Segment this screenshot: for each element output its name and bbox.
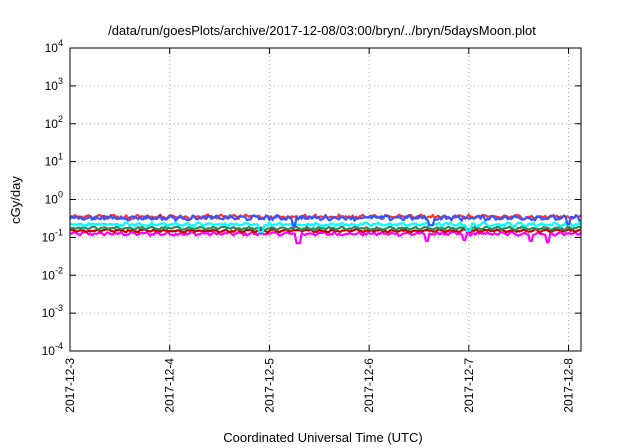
series-group [69, 213, 582, 245]
x-tick-label: 2017-12-5 [262, 358, 276, 413]
x-tick-label: 2017-12-6 [362, 358, 376, 413]
y-tick-label: 103 [45, 76, 63, 93]
y-tick-label: 10-2 [42, 265, 63, 282]
y-tick-label: 104 [45, 38, 63, 55]
x-tick-label: 2017-12-3 [63, 358, 77, 413]
series-line [69, 230, 582, 245]
y-tick-label: 10-1 [42, 227, 63, 244]
y-axis-label: cGy/day [8, 176, 23, 224]
x-tick-label: 2017-12-7 [462, 358, 476, 413]
series-line [69, 225, 582, 232]
series-line [69, 221, 582, 233]
x-tick-label: 2017-12-4 [163, 358, 177, 413]
y-tick-label: 10-3 [42, 303, 63, 320]
y-tick-label: 101 [45, 152, 63, 169]
y-tick-label: 10-4 [42, 341, 63, 358]
y-tick-label: 102 [45, 114, 63, 131]
y-tick-label: 100 [45, 190, 63, 207]
grid [70, 48, 581, 351]
chart-title: /data/run/goesPlots/archive/2017-12-08/0… [108, 23, 536, 38]
x-axis-label: Coordinated Universal Time (UTC) [223, 430, 422, 445]
x-ticks: 2017-12-3 2017-12-4 2017-12-5 2017-12-6 2017… [63, 48, 576, 413]
y-ticks: 10-4 10-3 10-2 10-1 100 101 102 103 104 [42, 38, 581, 358]
x-tick-label: 2017-12-8 [562, 358, 576, 413]
series-line [69, 214, 581, 228]
